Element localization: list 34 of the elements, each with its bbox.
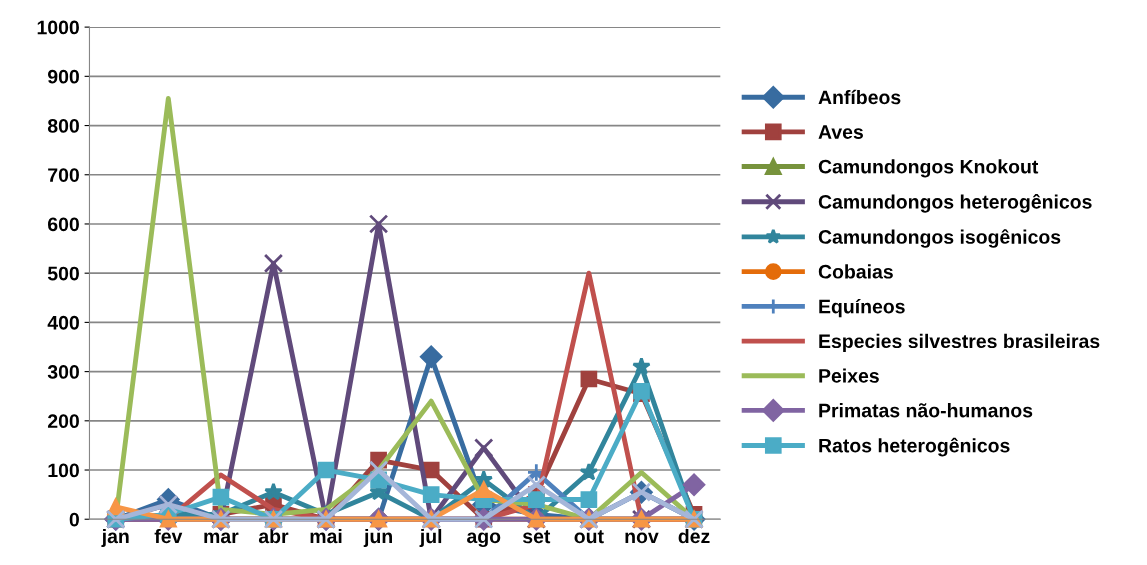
legend-label: Peixes [819,368,879,383]
legend-label: Anfíbeos [818,89,901,105]
legend-label: Camundongos isogênicos [818,229,1061,248]
y-tick-label: 700 [48,168,79,182]
legend-label: Cobaias [818,264,893,279]
legend-label: Camundongos heterogênicos [818,194,1092,213]
x-tick-label: ago [467,532,501,548]
y-tick-label: 600 [48,217,79,232]
legend-label: Especies silvestres brasileiras [819,333,1100,352]
x-tick-label: out [574,530,604,544]
y-tick-label: 1000 [37,20,79,35]
x-tick-label: nov [625,532,659,544]
x-tick-label: jan [101,528,129,548]
y-tick-label: 400 [47,315,79,330]
x-tick-label: set [522,530,551,544]
x-tick-label: fev [154,528,183,544]
y-tick-label: 300 [47,365,79,379]
y-tick-label: 500 [47,266,79,281]
x-tick-label: jul [419,528,442,548]
legend-label: Camundongos Knokout [818,159,1039,178]
legend-label: Aves [818,125,863,139]
y-tick-label: 800 [47,119,79,133]
legend-label: Equíneos [819,298,905,318]
legend-label: Primatas não-humanos [819,403,1033,418]
y-tick-label: 100 [48,463,79,478]
x-tick-label: abr [258,528,289,544]
legend-label: Ratos heterogênicos [819,437,1010,457]
y-tick-label: 200 [47,414,79,429]
y-tick-label: 0 [69,512,79,527]
x-tick-label: mai [310,528,342,544]
x-tick-label: jun [363,528,392,548]
y-tick-label: 900 [47,69,79,84]
x-tick-label: mar [204,532,239,544]
x-tick-label: dez [678,528,710,544]
